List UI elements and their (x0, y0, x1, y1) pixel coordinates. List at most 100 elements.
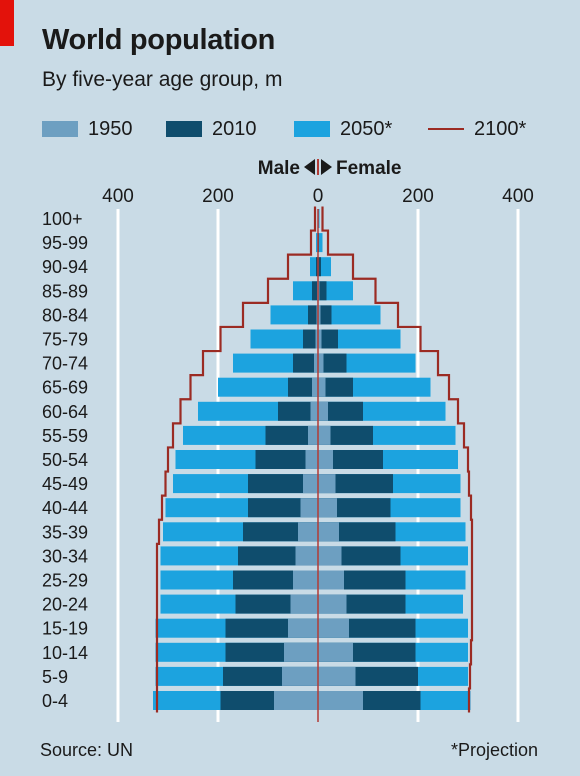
bar-1950-female (318, 642, 353, 662)
legend-line-2100 (428, 128, 464, 130)
age-group-label: 20-24 (42, 595, 88, 615)
age-group-label: 70-74 (42, 354, 88, 374)
bar-2010-female (318, 353, 347, 373)
age-group-label: 55-59 (42, 426, 88, 446)
bar-2010-female (318, 425, 373, 445)
age-group-label: 50-54 (42, 450, 88, 470)
age-group-label: 80-84 (42, 305, 88, 325)
x-tick-label: 200 (402, 186, 434, 207)
age-group-label: 40-44 (42, 498, 88, 518)
bar-2010-male (308, 305, 318, 325)
bar-1950-female (318, 474, 336, 494)
bar-1950-male (298, 522, 318, 542)
age-group-label: 15-19 (42, 619, 88, 639)
line-2100-male (155, 206, 317, 713)
bar-2010-female (318, 450, 383, 469)
legend-label-2050: 2050* (340, 117, 393, 140)
bar-1950-female (318, 353, 324, 373)
age-group-label: 60-64 (42, 402, 88, 422)
legend-label-2100: 2100* (474, 117, 527, 140)
bar-1950-male (305, 450, 318, 469)
legend-item-2100: 2100* (428, 114, 526, 144)
bar-2010-male (288, 377, 318, 397)
bar-2010-female (318, 329, 338, 349)
projection-note: *Projection (450, 740, 538, 760)
age-group-label: 100+ (42, 209, 83, 229)
legend-label-2010: 2010 (212, 117, 257, 140)
bar-2010-female (318, 377, 353, 397)
bar-2010-male (316, 257, 318, 277)
age-group-label: 45-49 (42, 474, 88, 494)
bar-1950-female (318, 618, 349, 638)
bar-1950-female (318, 546, 342, 566)
source-note: Source: UN (40, 740, 134, 760)
bar-1950-female (318, 329, 322, 349)
age-group-label: 90-94 (42, 257, 88, 277)
population-pyramid-chart: Male Female 400 200 0 200 400 100+ 95-99 90-94 85-… (42, 158, 534, 722)
bar-1950-female (318, 498, 337, 518)
arrow-right-icon (321, 159, 332, 175)
age-group-label: 85-89 (42, 281, 88, 301)
bar-1950-female (318, 401, 328, 421)
bar-1950-male (315, 329, 318, 349)
x-tick-label: 0 (313, 186, 324, 207)
line-2100-female (321, 206, 474, 713)
arrow-left-icon (304, 159, 315, 175)
age-group-label: 95-99 (42, 233, 88, 253)
bar-2010-female (318, 305, 332, 325)
bar-1950-female (318, 594, 347, 614)
bar-2050-male (270, 305, 318, 325)
bar-1950-male (308, 425, 318, 445)
bar-2010-male (278, 401, 318, 421)
bar-1950-female (318, 377, 326, 397)
legend-label-1950: 1950 (88, 117, 133, 140)
bar-2050-female (318, 281, 353, 301)
age-group-label: 25-29 (42, 571, 88, 591)
bar-1950-male (303, 474, 318, 494)
bar-1950-female (318, 691, 363, 710)
female-label: Female (336, 158, 401, 179)
age-group-label: 65-69 (42, 378, 88, 398)
bar-1950-male (282, 666, 318, 686)
bar-2050-male (310, 257, 318, 277)
bar-1950-male (310, 401, 318, 421)
legend-item-2010: 2010 (166, 114, 257, 144)
legend: 1950 2010 2050* 2100* (40, 114, 560, 144)
x-tick-label: 400 (102, 186, 134, 207)
center-tick (317, 159, 319, 175)
bar-1950-male (293, 570, 318, 590)
bar-1950-male (312, 377, 318, 397)
bar-2050-female (318, 329, 401, 349)
bar-1950-female (318, 570, 344, 590)
male-label: Male (258, 158, 300, 179)
bar-2010-male (312, 281, 318, 301)
bar-1950-male (284, 642, 318, 662)
bar-2010-female (318, 401, 363, 421)
bar-2010-female (318, 474, 393, 494)
legend-swatch-1950 (42, 121, 78, 137)
bar-1950-male (290, 594, 318, 614)
x-tick-label: 400 (502, 186, 534, 207)
bar-2010-male (248, 474, 318, 494)
bar-2010-male (303, 329, 318, 349)
bar-1950-female (318, 522, 339, 542)
bar-1950-female (318, 666, 356, 686)
bar-2010-male (265, 425, 318, 445)
bar-1950-male (288, 618, 318, 638)
bar-2010-male (293, 353, 318, 373)
bar-2050-female (318, 257, 331, 277)
age-group-label: 10-14 (42, 643, 88, 663)
bar-1950-female (318, 425, 331, 445)
bar-2050-male (293, 281, 318, 301)
brand-tag (0, 0, 14, 46)
bar-1950-female (318, 450, 333, 469)
bar-2010-male (255, 450, 318, 469)
legend-item-1950: 1950 (42, 114, 133, 144)
bar-2050-female (318, 305, 381, 325)
bar-1950-female (318, 305, 321, 325)
legend-swatch-2010 (166, 121, 202, 137)
bar-1950-male (314, 353, 318, 373)
bar-2050-male (316, 233, 318, 253)
legend-swatch-2050 (294, 121, 330, 137)
age-group-label: 35-39 (42, 522, 88, 542)
